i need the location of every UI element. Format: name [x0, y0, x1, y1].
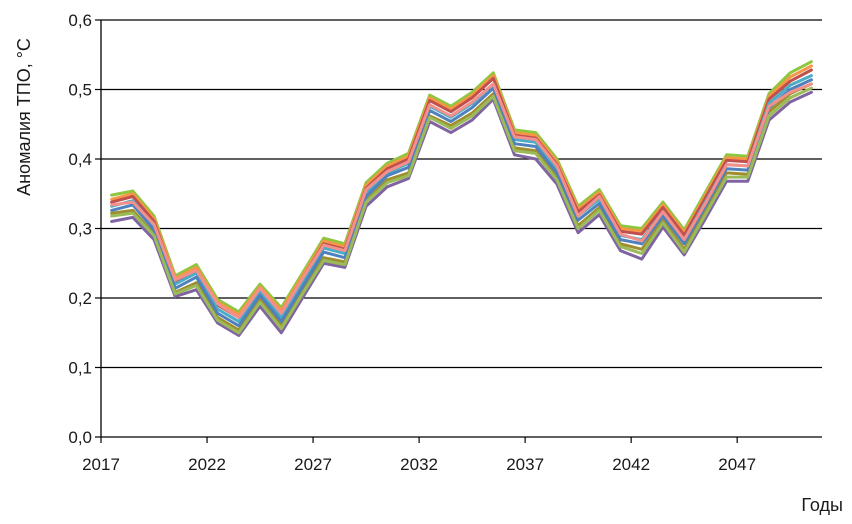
series-line-7 — [110, 90, 813, 337]
series-line-4 — [110, 82, 813, 332]
series-line-1 — [110, 60, 813, 314]
x-tick-label: 2037 — [506, 455, 544, 474]
series-line-9 — [110, 82, 813, 319]
series-line-8 — [110, 86, 813, 335]
x-tick-label: 2027 — [294, 455, 332, 474]
x-tick-label: 2022 — [188, 455, 226, 474]
y-tick-label: 0,5 — [68, 81, 92, 100]
series-lines — [110, 60, 813, 337]
axes — [95, 19, 822, 443]
gridlines — [101, 19, 822, 369]
x-tick-label: 2032 — [400, 455, 438, 474]
y-tick-label: 0,4 — [68, 150, 92, 169]
y-tick-label: 0,2 — [68, 289, 92, 308]
x-tick-label: 2047 — [718, 455, 756, 474]
x-tick-label: 2017 — [82, 455, 120, 474]
y-tick-label: 0,6 — [68, 11, 92, 30]
y-tick-label: 0,1 — [68, 359, 92, 378]
series-line-6 — [110, 78, 813, 328]
y-tick-label: 0,0 — [68, 428, 92, 447]
series-line-3 — [110, 68, 813, 319]
x-tick-labels: 2017 2022 2027 2032 2037 2042 2047 — [82, 455, 756, 474]
y-axis-title: Аномалия ТПО, °С — [14, 38, 34, 196]
y-tick-labels: 0,0 0,1 0,2 0,3 0,4 0,5 0,6 — [68, 11, 92, 447]
y-tick-label: 0,3 — [68, 220, 92, 239]
x-axis-title: Годы — [801, 495, 843, 515]
x-tick-label: 2042 — [612, 455, 650, 474]
